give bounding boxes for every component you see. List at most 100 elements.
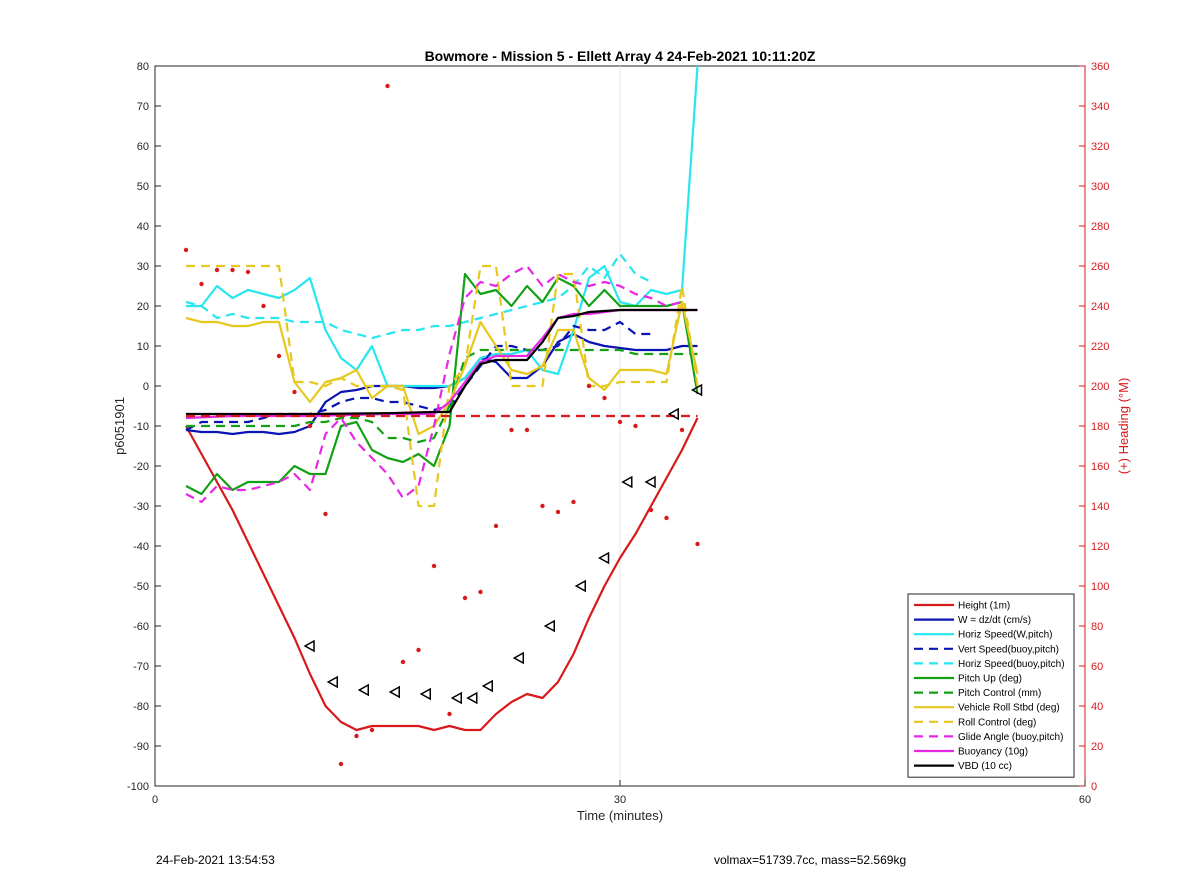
legend-entry: Vert Speed(buoy,pitch) (958, 644, 1059, 655)
y-right-tick-label: 80 (1091, 621, 1103, 633)
x-axis-label: Time (minutes) (577, 808, 663, 823)
x-axis: 0 30 60 (152, 780, 1091, 806)
series-line-vert-speed-buoy-pitch (185, 320, 651, 431)
y-right-tick-label: 360 (1091, 61, 1109, 73)
y-tick-label: -30 (133, 501, 149, 513)
y-right-tick-label: 40 (1091, 701, 1103, 713)
legend-entry: Buoyancy (10g) (958, 747, 1028, 758)
y-tick-label: 50 (137, 181, 149, 193)
height-marker (512, 651, 524, 665)
legend-entry: Horiz Speed(buoy,pitch) (958, 659, 1065, 670)
heading-point (183, 247, 189, 253)
legend-entry: VBD (10 cc) (958, 761, 1012, 772)
heading-point (478, 589, 483, 595)
height-marker (466, 691, 478, 705)
heading-point (509, 427, 514, 433)
height-marker (690, 383, 703, 397)
y-right-tick-label: 240 (1091, 301, 1109, 313)
y-right-tick-label: 120 (1091, 541, 1109, 553)
legend-entry: Vehicle Roll Stbd (deg) (958, 703, 1060, 714)
y-right-tick-label: 100 (1091, 581, 1109, 593)
y-tick-label: -40 (133, 541, 149, 553)
height-marker (303, 639, 315, 653)
heading-point (385, 83, 390, 89)
heading-point (695, 541, 700, 547)
series-line-vbd-10-cc (186, 308, 698, 416)
y-right-tick-label: 180 (1091, 421, 1109, 433)
heading-points (183, 83, 700, 767)
series-line-height-1m (185, 417, 699, 732)
left-y-axis: 80 70 60 50 40 30 20 10 0 -10 -20 -30 -40 -50 -60 -70 -8… (127, 61, 161, 793)
footer-info: volmax=51739.7cc, mass=52.569kg (714, 853, 907, 867)
y-right-tick-label: 220 (1091, 341, 1109, 353)
height-marker (543, 619, 555, 633)
y-right-tick-label: 260 (1091, 261, 1109, 273)
legend-entry: Roll Control (deg) (958, 717, 1036, 728)
height-marker (357, 683, 369, 697)
height-marker (450, 691, 462, 705)
footer-timestamp: 24-Feb-2021 13:54:53 (156, 853, 275, 867)
y-right-tick-label: 60 (1091, 661, 1103, 673)
chart-title: Bowmore - Mission 5 - Ellett Array 4 24-… (425, 48, 816, 64)
heading-point (586, 383, 592, 389)
y-axis-right-label: (+) Heading (°M) (1116, 378, 1131, 475)
heading-point (230, 267, 235, 273)
y-right-tick-label: 340 (1091, 101, 1109, 113)
series-layer (185, 66, 699, 732)
y-right-tick-label: 280 (1091, 221, 1109, 233)
legend-box (907, 593, 1075, 778)
heading-point (633, 423, 638, 429)
heading-point (540, 503, 545, 509)
legend: Height (1m) W = dz/dt (cm/s) Horiz Speed(W… (907, 593, 1075, 778)
heading-point (245, 269, 251, 275)
y-tick-label: -80 (133, 701, 149, 713)
series-line-pitch-control-mm (186, 348, 698, 444)
height-marker (644, 475, 656, 489)
heading-point (431, 563, 437, 569)
heading-point (369, 727, 375, 733)
legend-entry: Glide Angle (buoy,pitch) (958, 732, 1063, 743)
y-right-tick-label: 0 (1091, 781, 1097, 793)
height-marker (326, 675, 338, 689)
heading-point (664, 515, 669, 521)
y-right-tick-label: 20 (1091, 741, 1103, 753)
height-marker (597, 551, 610, 565)
legend-entry: W = dz/dt (cm/s) (958, 615, 1031, 626)
x-tick-label: 60 (1079, 794, 1091, 806)
heading-point (276, 353, 282, 359)
heading-point (571, 499, 576, 505)
heading-point (602, 395, 607, 401)
y-tick-label: 70 (137, 101, 149, 113)
y-tick-label: 10 (137, 341, 149, 353)
heading-point (617, 419, 623, 425)
series-line-horiz-speed-w-pitch (186, 66, 699, 388)
heading-point (493, 523, 499, 529)
series-line-roll-control-deg (186, 264, 699, 508)
height-marker (574, 579, 586, 593)
heading-point (214, 267, 220, 273)
heading-point (261, 303, 266, 309)
series-line-vehicle-roll-stbd-deg (185, 300, 699, 436)
legend-entry: Pitch Control (mm) (958, 688, 1041, 699)
y-tick-label: 40 (137, 221, 149, 233)
y-tick-label: 30 (137, 261, 149, 273)
y-tick-label: 60 (137, 141, 149, 153)
heading-point (416, 647, 421, 653)
y-tick-label: -100 (127, 781, 149, 793)
y-tick-label: -70 (133, 661, 149, 673)
heading-point (524, 427, 530, 433)
y-tick-label: -50 (133, 581, 149, 593)
heading-point (199, 281, 204, 287)
y-right-tick-label: 200 (1091, 381, 1109, 393)
heading-point (648, 507, 654, 513)
right-y-axis: 3603403203002802602402202001801601401201… (1079, 61, 1109, 793)
heading-point (462, 595, 468, 601)
y-right-tick-label: 140 (1091, 501, 1109, 513)
y-right-tick-label: 160 (1091, 461, 1109, 473)
y-right-tick-label: 320 (1091, 141, 1109, 153)
y-tick-label: 20 (137, 301, 149, 313)
y-tick-label: 80 (137, 61, 149, 73)
y-tick-label: 0 (143, 381, 149, 393)
height-marker (667, 407, 679, 421)
series-line-glide-angle-buoy-pitch (185, 264, 683, 504)
